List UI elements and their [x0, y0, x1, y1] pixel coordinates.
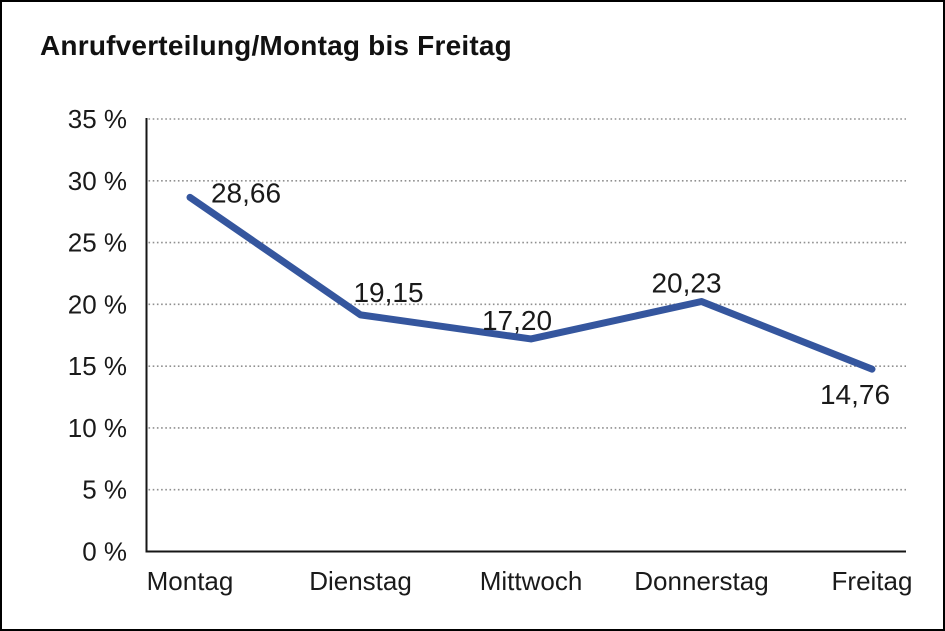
y-tick-label-25: 25 %	[68, 228, 127, 258]
y-tick-label-15: 15 %	[68, 351, 127, 381]
x-category-label-2: Mittwoch	[480, 566, 583, 596]
x-category-label-4: Freitag	[832, 566, 913, 596]
value-label-3: 20,23	[651, 268, 721, 299]
y-tick-label-10: 10 %	[68, 413, 127, 443]
x-category-label-3: Donnerstag	[634, 566, 768, 596]
value-label-4: 14,76	[820, 379, 890, 410]
y-tick-label-30: 30 %	[68, 166, 127, 196]
x-category-label-0: Montag	[147, 566, 234, 596]
y-tick-label-5: 5 %	[82, 475, 127, 505]
y-tick-label-0: 0 %	[82, 537, 127, 567]
y-tick-label-35: 35 %	[68, 104, 127, 134]
data-series-line	[186, 193, 876, 373]
chart-title: Anrufverteilung/Montag bis Freitag	[40, 30, 512, 61]
x-category-label-1: Dienstag	[309, 566, 412, 596]
y-tick-label-20: 20 %	[68, 289, 127, 319]
value-label-1: 19,15	[353, 277, 423, 308]
value-label-0: 28,66	[211, 177, 281, 208]
value-label-2: 17,20	[482, 305, 552, 336]
